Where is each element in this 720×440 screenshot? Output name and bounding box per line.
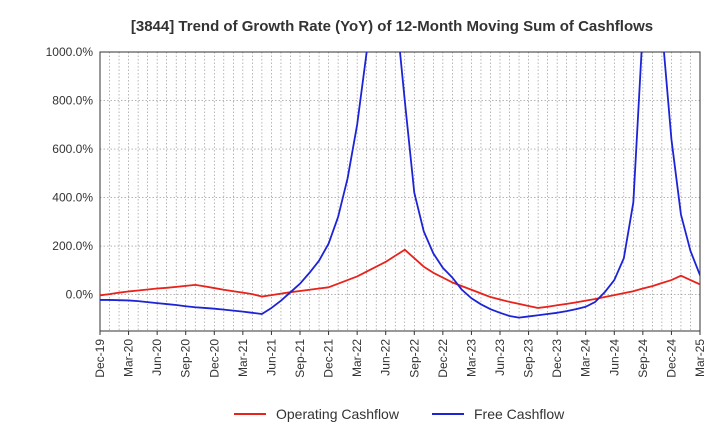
x-tick-label: Mar-20 [122, 339, 136, 377]
x-tick-label: Mar-24 [579, 339, 593, 377]
x-tick-label: Jun-24 [607, 339, 621, 376]
x-tick-label: Dec-22 [436, 339, 450, 378]
x-tick-label: Sep-23 [522, 339, 536, 378]
legend: Operating Cashflow Free Cashflow [234, 406, 565, 422]
series-line-free-cashflow [100, 52, 700, 319]
legend-label-operating-cashflow: Operating Cashflow [276, 406, 400, 422]
x-tick-label: Sep-24 [636, 339, 650, 378]
y-tick-label: 200.0% [52, 239, 93, 253]
x-tick-label: Mar-25 [693, 339, 707, 377]
legend-label-free-cashflow: Free Cashflow [474, 406, 565, 422]
y-tick-label: 0.0% [66, 288, 94, 302]
y-tick-label: 1000.0% [46, 45, 94, 59]
series-line-operating-cashflow [100, 248, 700, 309]
grid [100, 51, 700, 331]
x-tick-label: Jun-21 [264, 339, 278, 376]
y-tick-label: 800.0% [52, 94, 93, 108]
x-tick-label: Jun-20 [150, 339, 164, 376]
x-tick-label: Sep-20 [179, 339, 193, 378]
y-axis: 1000.0% 800.0% 600.0% 400.0% 200.0% 0.0% [46, 45, 94, 302]
x-tick-label: Mar-21 [236, 339, 250, 377]
x-tick-label: Dec-23 [550, 339, 564, 378]
x-tick-label: Mar-22 [350, 339, 364, 377]
chart-title: [3844] Trend of Growth Rate (YoY) of 12-… [131, 18, 653, 35]
y-tick-label: 600.0% [52, 142, 93, 156]
x-tick-label: Jun-23 [493, 339, 507, 376]
x-tick-label: Sep-21 [293, 339, 307, 378]
x-tick-label: Dec-24 [664, 339, 678, 378]
series-layer [100, 52, 700, 319]
x-tick-label: Dec-21 [322, 339, 336, 378]
x-axis: Dec-19 Mar-20 Jun-20 Sep-20 Dec-20 Mar-21 Jun-… [93, 331, 707, 378]
x-tick-label: Sep-22 [407, 339, 421, 378]
plot-area [99, 51, 701, 332]
y-tick-label: 400.0% [52, 191, 93, 205]
x-tick-label: Mar-23 [464, 339, 478, 377]
x-tick-label: Jun-22 [379, 339, 393, 376]
x-tick-label: Dec-19 [93, 339, 107, 378]
x-tick-label: Dec-20 [207, 339, 221, 378]
